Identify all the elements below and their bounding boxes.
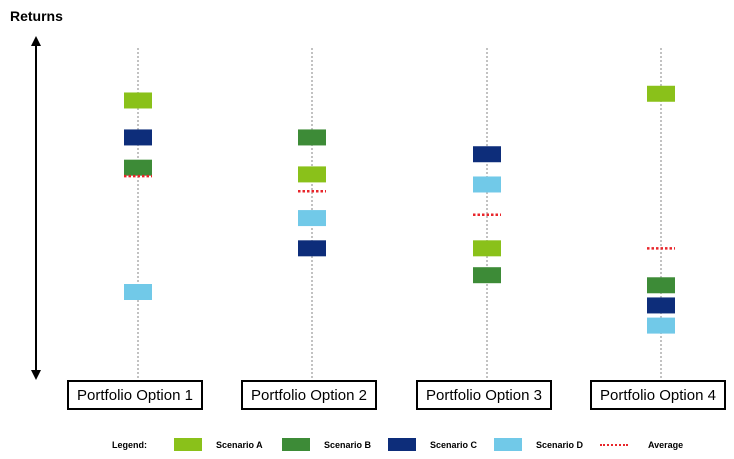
legend-title: Legend:: [112, 440, 147, 450]
mark-scenario-b-option-4: [647, 277, 675, 294]
mark-scenario-c-option-1: [124, 129, 152, 146]
mark-scenario-a-option-2: [298, 166, 326, 183]
legend-label-scenario-a: Scenario A: [216, 440, 263, 450]
legend: Legend: Scenario A Scenario B Scenario C…: [0, 436, 734, 456]
mark-scenario-d-option-4: [647, 317, 675, 334]
y-axis-arrow-bottom: [31, 370, 41, 380]
legend-swatch-average: [600, 444, 628, 446]
legend-label-scenario-c: Scenario C: [430, 440, 478, 450]
category-label-option-4: Portfolio Option 4: [590, 380, 726, 410]
legend-swatch-scenario-d: [494, 438, 522, 451]
mark-scenario-d-option-3: [473, 176, 501, 193]
legend-label-average: Average: [648, 440, 684, 450]
mark-scenario-c-option-3: [473, 146, 501, 163]
category-label-option-2: Portfolio Option 2: [241, 380, 377, 410]
mark-scenario-b-option-3: [473, 267, 501, 284]
category-label-option-3: Portfolio Option 3: [416, 380, 552, 410]
mark-scenario-a-option-3: [473, 240, 501, 257]
mark-scenario-b-option-2: [298, 129, 326, 146]
legend-swatch-scenario-b: [282, 438, 310, 451]
mark-scenario-a-option-1: [124, 92, 152, 109]
mark-scenario-a-option-4: [647, 85, 675, 102]
legend-swatch-scenario-c: [388, 438, 416, 451]
mark-scenario-d-option-2: [298, 210, 326, 227]
mark-scenario-b-option-1: [124, 159, 152, 176]
legend-label-scenario-b: Scenario B: [324, 440, 372, 450]
y-axis: [31, 36, 41, 380]
legend-swatch-scenario-a: [174, 438, 202, 451]
mark-scenario-c-option-4: [647, 297, 675, 314]
y-axis-label: Returns: [10, 8, 63, 24]
category-label-option-1: Portfolio Option 1: [67, 380, 203, 410]
mark-scenario-c-option-2: [298, 240, 326, 257]
legend-label-scenario-d: Scenario D: [536, 440, 584, 450]
mark-scenario-d-option-1: [124, 284, 152, 300]
chart-canvas: [31, 36, 675, 380]
y-axis-arrow-top: [31, 36, 41, 46]
